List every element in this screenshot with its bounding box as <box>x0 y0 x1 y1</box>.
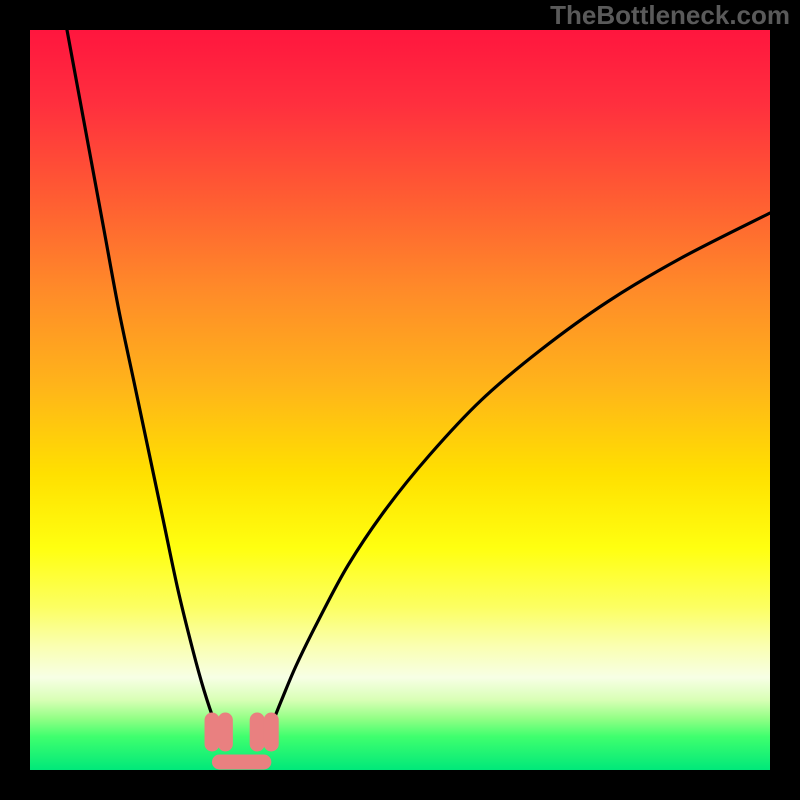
watermark-text: TheBottleneck.com <box>550 0 790 31</box>
bottleneck-chart <box>0 0 800 800</box>
plot-background <box>30 30 770 770</box>
chart-frame: TheBottleneck.com <box>0 0 800 800</box>
